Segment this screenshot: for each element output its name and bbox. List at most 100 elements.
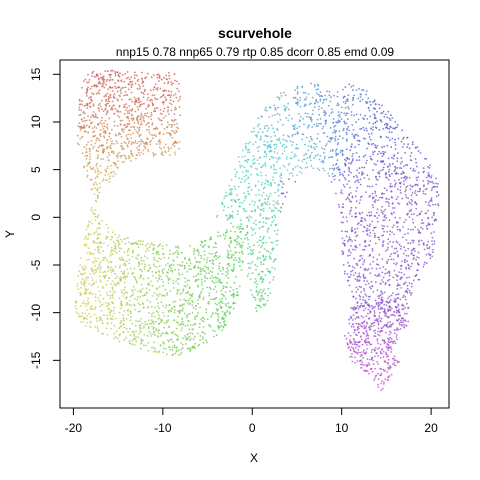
data-point <box>360 127 363 130</box>
data-point <box>360 322 363 324</box>
data-point <box>389 324 391 326</box>
data-point <box>435 195 438 198</box>
data-point <box>221 329 223 332</box>
data-point <box>211 262 214 265</box>
data-point <box>250 216 253 219</box>
data-point <box>117 115 119 117</box>
data-point <box>104 70 107 72</box>
data-point <box>378 238 381 241</box>
data-point <box>390 196 393 198</box>
data-point <box>185 343 187 345</box>
data-point <box>257 174 260 177</box>
data-point <box>388 270 391 273</box>
data-point <box>349 186 351 189</box>
data-point <box>251 294 254 296</box>
data-point <box>425 225 428 228</box>
data-point <box>88 102 91 105</box>
data-point <box>262 191 265 194</box>
data-point <box>366 174 369 177</box>
data-point <box>154 110 157 113</box>
data-point <box>251 272 254 275</box>
data-point <box>77 312 80 315</box>
data-point <box>157 245 159 248</box>
data-point <box>84 130 87 133</box>
data-point <box>303 98 306 101</box>
data-point <box>101 143 104 146</box>
data-point <box>94 269 97 271</box>
data-point <box>275 171 278 174</box>
data-point <box>338 206 341 208</box>
data-point <box>258 199 261 202</box>
data-point <box>118 297 121 300</box>
data-point <box>234 246 237 249</box>
data-point <box>249 278 252 281</box>
data-point <box>87 73 89 76</box>
data-point <box>343 243 346 246</box>
data-point <box>359 93 362 96</box>
data-point <box>375 178 378 181</box>
data-point <box>228 257 231 260</box>
data-point <box>365 301 368 304</box>
data-point <box>380 327 383 330</box>
data-point <box>146 334 149 337</box>
data-point <box>166 292 169 294</box>
data-point <box>306 156 309 159</box>
data-point <box>152 333 155 335</box>
data-point <box>162 294 165 297</box>
data-point <box>395 273 397 276</box>
data-point <box>140 143 143 145</box>
data-point <box>263 248 266 251</box>
data-point <box>307 125 310 128</box>
data-point <box>435 177 437 180</box>
data-point <box>218 302 220 304</box>
data-point <box>79 257 82 259</box>
data-point <box>106 236 109 239</box>
data-point <box>370 127 372 130</box>
data-point <box>168 253 171 256</box>
data-point <box>92 270 94 273</box>
data-point <box>146 105 149 108</box>
data-point <box>389 308 391 311</box>
data-point <box>369 223 371 226</box>
data-point <box>267 183 270 186</box>
data-point <box>278 96 281 99</box>
data-point <box>86 176 89 178</box>
data-point <box>129 129 131 132</box>
data-point <box>376 320 379 322</box>
data-point <box>390 351 392 353</box>
data-point <box>91 305 93 308</box>
data-point <box>123 154 125 157</box>
data-point <box>184 277 187 280</box>
data-point <box>78 109 81 111</box>
data-point <box>255 310 258 313</box>
data-point <box>138 144 141 147</box>
data-point <box>116 281 119 284</box>
data-point <box>162 94 164 97</box>
data-point <box>124 142 127 145</box>
data-point <box>238 228 241 230</box>
data-point <box>135 336 137 339</box>
data-point <box>170 267 173 270</box>
data-point <box>112 175 115 178</box>
data-point <box>153 247 156 250</box>
data-point <box>128 140 131 143</box>
data-point <box>380 374 382 377</box>
data-point <box>368 298 370 301</box>
data-point <box>166 353 168 356</box>
data-point <box>387 355 390 358</box>
data-point <box>349 149 352 152</box>
data-point <box>110 142 113 145</box>
data-point <box>129 310 132 313</box>
data-point <box>390 348 393 351</box>
data-point <box>150 335 153 337</box>
data-point <box>98 316 101 318</box>
data-point <box>352 307 355 310</box>
data-point <box>407 255 410 257</box>
data-point <box>433 240 436 243</box>
data-point <box>230 240 233 243</box>
data-point <box>400 177 403 179</box>
data-point <box>396 228 399 231</box>
data-point <box>99 105 102 108</box>
data-point <box>187 291 189 293</box>
data-point <box>174 153 177 156</box>
